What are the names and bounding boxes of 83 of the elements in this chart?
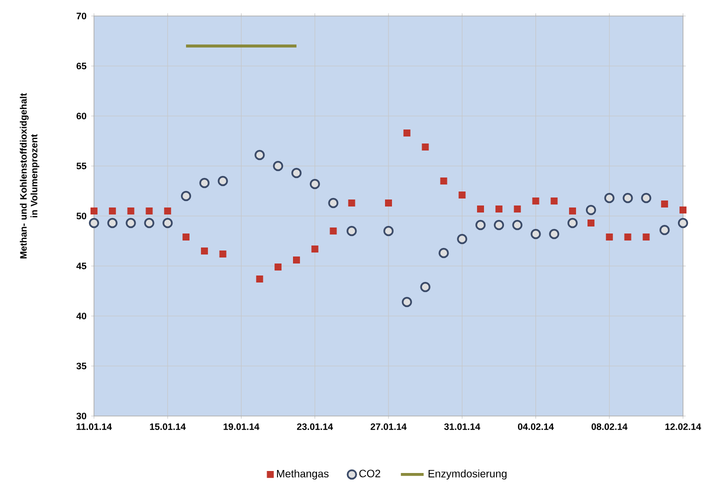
x-tick-label: 15.01.14 (150, 423, 186, 430)
point (292, 256, 300, 264)
point (512, 220, 522, 230)
point (642, 234, 650, 240)
point (90, 208, 98, 214)
point (291, 168, 302, 178)
point (88, 218, 100, 228)
point (586, 204, 596, 216)
point (199, 178, 210, 188)
point (219, 250, 226, 258)
x-tick-label: 08.02.14 (592, 423, 628, 430)
point (680, 206, 686, 214)
point (348, 200, 356, 206)
point (146, 208, 153, 214)
point (108, 208, 116, 214)
point (127, 208, 134, 214)
x-tick-label: 23.01.14 (297, 423, 333, 430)
point (200, 248, 208, 254)
y-tick-label: 30 (76, 412, 86, 420)
point (440, 178, 448, 184)
y-tick-label: 50 (76, 212, 86, 220)
point (567, 218, 578, 228)
point (494, 220, 504, 230)
point (403, 130, 410, 136)
point (144, 218, 154, 228)
point (162, 218, 173, 228)
point (495, 206, 502, 212)
y-tick-label: 45 (76, 262, 86, 270)
point (458, 192, 466, 198)
point (530, 228, 541, 240)
x-tick-label: 11.01.14 (76, 423, 112, 430)
point (126, 218, 136, 228)
y-tick-label: 70 (76, 12, 86, 20)
point (311, 246, 318, 252)
point (624, 234, 632, 240)
point (659, 224, 670, 236)
y-tick-label: 60 (76, 112, 86, 120)
point (438, 248, 449, 258)
point (328, 198, 338, 208)
x-tick-label: 12.02.14 (665, 423, 702, 430)
point (385, 200, 392, 206)
point (641, 192, 652, 204)
point (218, 176, 228, 186)
point (274, 264, 282, 270)
point (477, 206, 484, 212)
x-tick-label: 27.01.14 (370, 423, 407, 430)
point (661, 200, 668, 208)
point (606, 234, 613, 240)
point (622, 192, 633, 204)
point (588, 220, 594, 226)
point (180, 190, 192, 202)
point (182, 234, 190, 240)
x-tick-label: 31.01.14 (444, 423, 480, 430)
point (456, 234, 468, 244)
legend-label: Methangas (277, 470, 329, 480)
point (532, 198, 540, 204)
point (420, 282, 430, 292)
point (383, 226, 394, 236)
point (107, 218, 118, 228)
point (402, 296, 412, 308)
y-tick-label: 65 (76, 62, 86, 70)
point (254, 150, 265, 160)
legend-label: Enzymdosierung (428, 470, 507, 480)
point (569, 208, 576, 214)
y-tick-label: 55 (76, 162, 86, 170)
point (514, 206, 521, 212)
point (346, 226, 357, 236)
legend-label: CO2 (359, 470, 380, 478)
point (164, 208, 172, 214)
y-axis-title: Methan- und Kohlenstoffdioxidgehalt in Volumenprozent (20, 93, 40, 258)
point (272, 160, 284, 172)
point (550, 198, 558, 204)
y-tick-label: 35 (76, 362, 86, 370)
x-tick-label: 04.02.14 (518, 423, 554, 430)
y-tick-label: 40 (76, 312, 86, 320)
point (604, 192, 615, 204)
point (475, 220, 486, 230)
point (330, 228, 337, 234)
point (310, 178, 320, 190)
point (256, 276, 264, 282)
point (549, 228, 560, 240)
x-tick-label: 19.01.14 (224, 423, 260, 430)
point (422, 144, 429, 150)
